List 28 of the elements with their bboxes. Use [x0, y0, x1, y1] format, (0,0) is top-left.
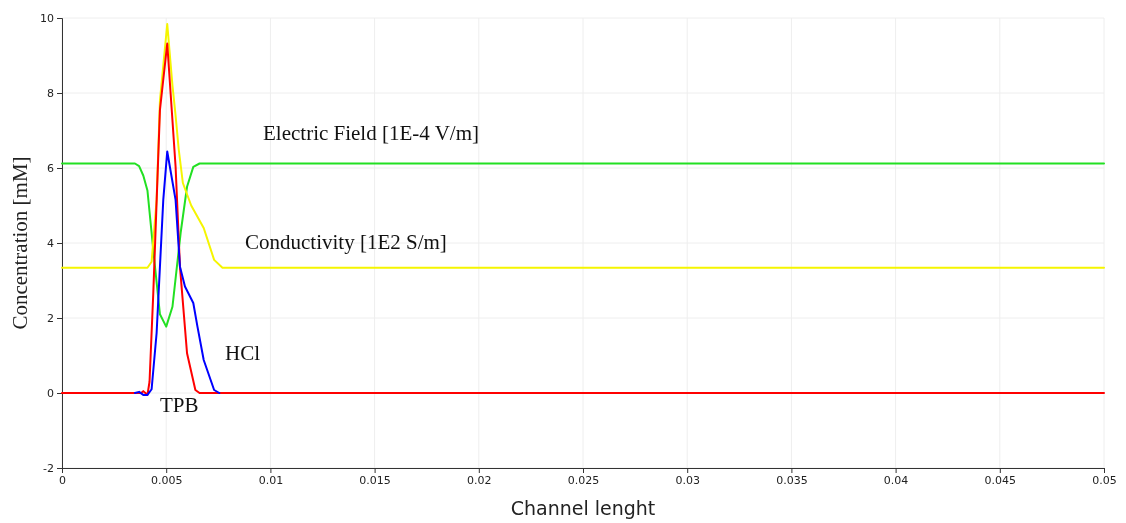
x-tick-label: 0.02: [467, 473, 492, 487]
x-tick-label: 0.015: [359, 473, 391, 487]
line-series: [61, 23, 1105, 269]
series-label: Conductivity [1E2 S/m]: [245, 230, 447, 255]
y-tick-label: -2: [43, 462, 54, 476]
y-tick-label: 6: [47, 162, 54, 176]
y-axis-title: Concentration [mM]: [8, 156, 32, 330]
x-axis-title: Channel lenght: [510, 497, 656, 519]
series-label: TPB: [160, 393, 199, 418]
x-tick-label: 0.03: [675, 473, 700, 487]
line-series: [61, 162, 1105, 328]
x-tick-label: 0.005: [150, 473, 183, 487]
x-tick-label: 0.04: [883, 473, 909, 487]
x-tick-label: 0.01: [258, 473, 284, 487]
x-tick-label: 0.05: [1092, 473, 1117, 487]
y-tick-label: 2: [47, 312, 54, 326]
series-label: HCl: [225, 341, 261, 366]
y-tick-label: 8: [47, 87, 54, 101]
y-tick-label: 4: [47, 237, 54, 251]
x-tick-label: 0.035: [776, 473, 808, 487]
series-label: Electric Field [1E-4 V/m]: [263, 121, 479, 146]
y-tick-label: 10: [40, 12, 54, 26]
line-series: [61, 42, 1105, 396]
x-tick-label: 0.025: [567, 473, 600, 487]
x-tick-label: 0: [59, 473, 66, 487]
x-tick-label: 0.045: [984, 473, 1017, 487]
y-tick-label: 0: [47, 387, 54, 401]
line-series: [133, 150, 221, 396]
